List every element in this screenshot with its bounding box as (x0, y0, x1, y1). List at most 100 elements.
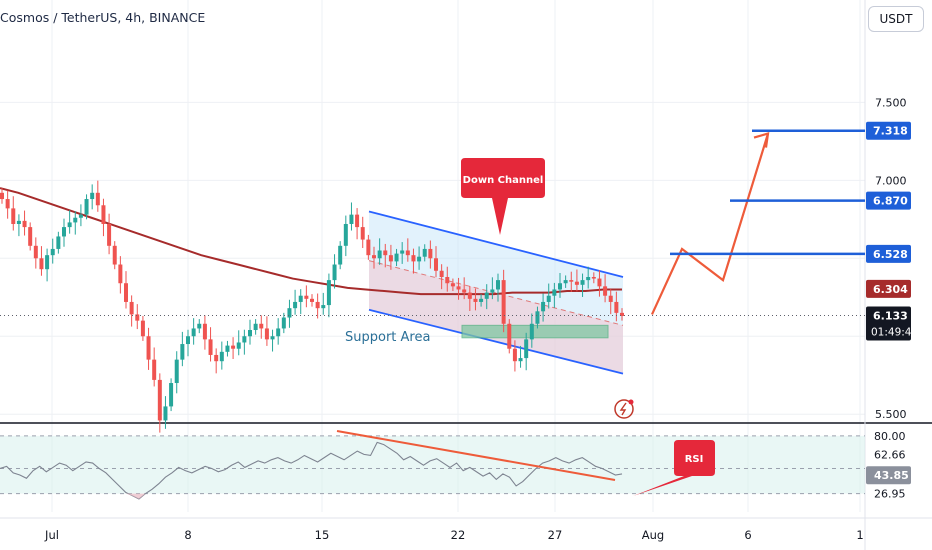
candle (78, 204, 83, 227)
candle-body (146, 336, 151, 360)
candle-body (603, 286, 608, 296)
candle (355, 208, 360, 240)
candle (22, 210, 27, 236)
alert-dot-icon (628, 399, 634, 405)
candle (225, 340, 230, 357)
candle (146, 327, 151, 370)
candle-body (276, 328, 281, 337)
candle (180, 331, 185, 367)
candle (456, 277, 461, 300)
candle (524, 332, 529, 371)
down-channel-upper (368, 210, 624, 278)
candle (169, 378, 174, 412)
candle (377, 238, 382, 265)
candle (315, 293, 320, 319)
price-tag-label: 6.304 (873, 283, 908, 296)
candle-body (366, 239, 371, 256)
candle-body (28, 227, 33, 246)
candle (591, 272, 596, 284)
candle-body (360, 227, 365, 240)
candle (388, 244, 393, 270)
candle (152, 347, 157, 387)
candle (293, 289, 298, 315)
price-tick-label: 5.500 (875, 408, 907, 421)
candle-body (231, 345, 236, 349)
candle-body (236, 342, 241, 349)
candle (236, 330, 241, 356)
candle-body (467, 292, 472, 299)
candle-body (332, 264, 337, 281)
candle (400, 242, 405, 264)
down-channel-lower (368, 308, 624, 375)
candle (569, 271, 574, 292)
candle (574, 269, 579, 292)
candle-body (270, 336, 275, 340)
candle (614, 291, 619, 322)
candle-body (608, 295, 613, 302)
currency-selector[interactable]: USDT (868, 6, 924, 32)
candle-body (180, 344, 185, 360)
price-tick-label: 7.500 (875, 96, 907, 109)
candle-body (450, 283, 455, 287)
candle-body (518, 358, 523, 362)
candle (512, 340, 517, 372)
support-area-box (461, 324, 609, 339)
candle-body (326, 280, 331, 306)
candle (129, 295, 134, 327)
candle-body (50, 248, 55, 256)
candle-body (394, 253, 399, 262)
candle-body (259, 323, 264, 329)
countdown-label: 01:49:49 (871, 327, 918, 339)
candle (33, 237, 38, 269)
candle (67, 210, 72, 234)
rsi-oversold-fill (112, 493, 159, 499)
candle (118, 256, 123, 294)
candle-body (140, 320, 145, 337)
candle (95, 180, 100, 212)
candle-body (574, 281, 579, 285)
candle (405, 238, 410, 262)
candle-body (620, 312, 624, 316)
candle (434, 246, 438, 278)
candle-body (569, 280, 574, 282)
candle-body (591, 276, 596, 279)
candle (394, 248, 399, 267)
candle (372, 246, 376, 269)
time-tick-label: 1 (856, 528, 863, 542)
price-tag-last-price (866, 306, 911, 341)
candle-body (5, 199, 10, 209)
candle (174, 351, 179, 394)
candle-body (11, 208, 16, 224)
candle (28, 222, 33, 251)
candle-body (445, 276, 450, 284)
candle-body (33, 245, 38, 259)
candle (5, 190, 10, 219)
candle (332, 254, 337, 289)
candle (39, 246, 44, 276)
candle (450, 278, 455, 292)
candle (417, 246, 422, 270)
candle (462, 277, 467, 300)
candle-body (417, 256, 422, 262)
candle-body (473, 298, 478, 302)
candle-body (428, 248, 433, 259)
candle-body (219, 351, 224, 362)
candle (214, 348, 219, 374)
candle-body (191, 328, 196, 337)
candle (343, 215, 348, 257)
candle (231, 337, 236, 360)
candle (163, 396, 168, 429)
candle-body (67, 222, 72, 228)
rsi-line (0, 441, 623, 500)
candle (50, 238, 55, 264)
candle-body (439, 270, 444, 277)
candle (541, 293, 546, 322)
candle (304, 285, 309, 308)
candle-body (39, 258, 44, 270)
candle (484, 284, 489, 310)
candle-body (186, 336, 190, 345)
candle (535, 306, 540, 329)
candle-body (0, 192, 4, 200)
price-tag-target-2 (866, 191, 911, 210)
